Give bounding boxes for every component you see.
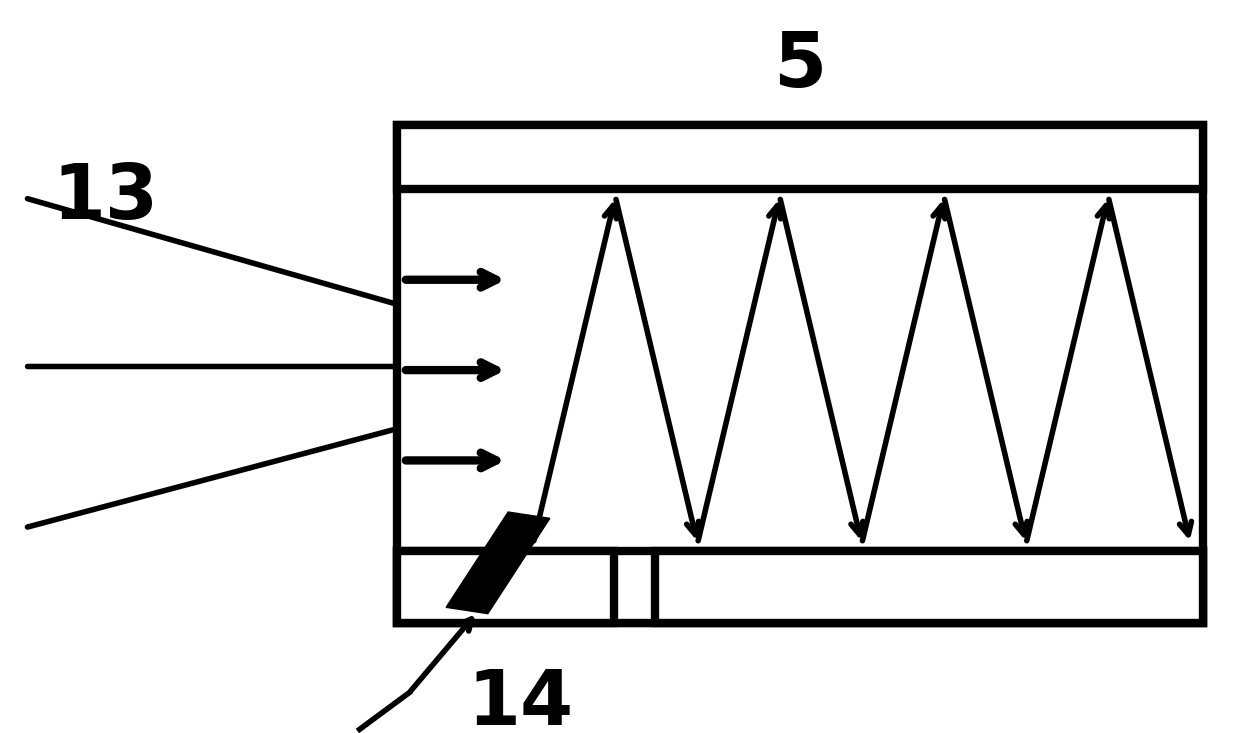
- Bar: [397, 125, 1203, 189]
- Bar: [397, 125, 1203, 623]
- Text: 5: 5: [774, 29, 826, 103]
- Bar: [397, 550, 615, 623]
- Bar: [397, 550, 1203, 623]
- Bar: [655, 550, 1203, 623]
- Polygon shape: [446, 512, 549, 614]
- Text: 14: 14: [467, 667, 574, 733]
- Text: 13: 13: [52, 161, 159, 235]
